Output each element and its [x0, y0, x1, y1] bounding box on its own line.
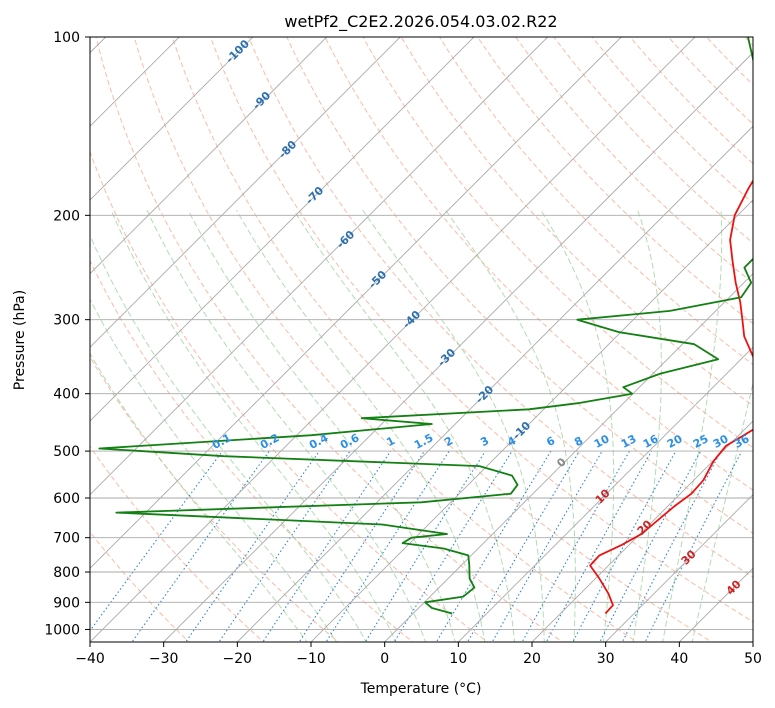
dry-adiabat	[591, 37, 753, 204]
mixing-ratio-line	[435, 450, 552, 642]
x-tick-label: −10	[296, 651, 326, 667]
moist-adiabat	[146, 209, 427, 642]
y-tick-label: 1000	[44, 622, 80, 638]
mixing-ratio-line	[572, 450, 677, 642]
x-tick-label: 20	[523, 651, 541, 667]
y-tick-label: 100	[53, 30, 80, 46]
moist-adiabat	[90, 234, 367, 642]
y-tick-label: 400	[53, 387, 80, 403]
moist-adiabat	[362, 209, 545, 642]
chart-title: wetPf2_C2E2.2026.054.03.02.R22	[284, 12, 557, 32]
x-tick-label: −20	[223, 651, 253, 667]
x-tick-label: 0	[380, 651, 389, 667]
moist-adiabat	[236, 209, 486, 642]
temperature-line	[589, 179, 753, 615]
y-tick-label: 900	[53, 595, 80, 611]
isotherm-line	[90, 37, 622, 569]
dry-adiabat	[95, 37, 564, 642]
mixing-ratio-label: 25	[691, 432, 711, 451]
mixing-ratio-line	[298, 450, 425, 642]
mixing-ratio-label: 10	[592, 432, 612, 451]
mixing-ratio-line	[185, 450, 320, 642]
plot-area: -100-90-80-70-60-50-40-30-20-1000.1 0.2 0.…	[90, 37, 753, 642]
y-axis-label: Pressure (hPa)	[12, 290, 28, 390]
y-tick-label: 700	[53, 531, 80, 547]
mixing-ratio-line	[466, 450, 580, 642]
mixing-ratio-label: 13	[619, 432, 639, 451]
moist-adiabat	[187, 209, 456, 642]
mixing-ratio-label: 30	[711, 432, 731, 451]
x-tick-label: 40	[670, 651, 688, 667]
moist-adiabat	[445, 209, 576, 642]
dry-adiabat	[248, 37, 753, 578]
isotherm-line	[604, 493, 753, 642]
profile-lines	[98, 37, 753, 615]
isotherm-line	[90, 37, 328, 275]
x-axis-label: Temperature (°C)	[360, 681, 482, 697]
isotherms	[90, 37, 753, 642]
x-tick-label: 50	[744, 651, 762, 667]
moist-adiabat	[632, 209, 662, 642]
isotherm-line	[90, 37, 549, 496]
mixing-ratio-line	[621, 450, 722, 642]
y-tick-label: 600	[53, 491, 80, 507]
isotherm-line	[90, 37, 254, 201]
isotherm-line	[531, 420, 753, 642]
x-tick-label: −30	[149, 651, 179, 667]
isotherm-line	[90, 37, 475, 422]
dry-adiabat	[90, 445, 265, 642]
dry-adiabat	[133, 37, 638, 642]
x-tick-label: 10	[449, 651, 467, 667]
mixing-ratio-label: 20	[665, 432, 685, 451]
y-axis-ticks: 100 200 300 400 500 600 700 800 900 1000	[44, 30, 90, 638]
plot-frame	[89, 36, 754, 643]
mixing-ratio-line	[491, 450, 603, 642]
mixing-ratio-line	[599, 450, 701, 642]
x-tick-label: −40	[75, 651, 105, 667]
moist-adiabat	[662, 210, 723, 642]
mixing-ratio-line	[218, 450, 351, 642]
isotherm-line	[90, 37, 696, 642]
dry-adiabat	[90, 259, 414, 642]
dry-adiabat	[286, 37, 753, 534]
moist-adiabat	[90, 298, 338, 642]
y-tick-label: 200	[53, 208, 80, 224]
dry-adiabat	[400, 37, 753, 407]
mixing-ratio-line	[393, 450, 513, 642]
dry-adiabats	[90, 37, 753, 642]
isotherm-line	[90, 37, 401, 348]
dry-adiabat	[438, 37, 753, 366]
pressure-gridlines	[90, 37, 753, 630]
dry-adiabat	[90, 150, 489, 642]
dry-adiabat	[515, 37, 753, 284]
mixing-ratio-line	[521, 450, 630, 642]
mixing-ratio-line	[644, 450, 743, 642]
x-tick-label: 30	[597, 651, 615, 667]
isotherm-line	[457, 346, 753, 642]
isotherm-line	[383, 273, 753, 642]
dewpoint-line	[98, 37, 753, 615]
isotherm-line	[310, 199, 753, 642]
mixing-ratio-label: 16	[641, 432, 661, 451]
dry-adiabat	[90, 531, 190, 642]
y-tick-label: 500	[53, 444, 80, 460]
isotherm-line	[162, 52, 753, 642]
x-axis-ticks: −40 −30 −20 −10 0 10 20 30 40 50	[75, 642, 762, 667]
y-tick-label: 800	[53, 565, 80, 581]
y-tick-label: 300	[53, 313, 80, 329]
isotherm-line	[236, 125, 753, 642]
moist-adiabats	[90, 209, 753, 642]
dry-adiabat	[209, 37, 753, 623]
moist-adiabat	[293, 209, 516, 642]
moist-adiabat	[691, 380, 753, 642]
mixing-ratio-label: 36	[732, 432, 752, 451]
